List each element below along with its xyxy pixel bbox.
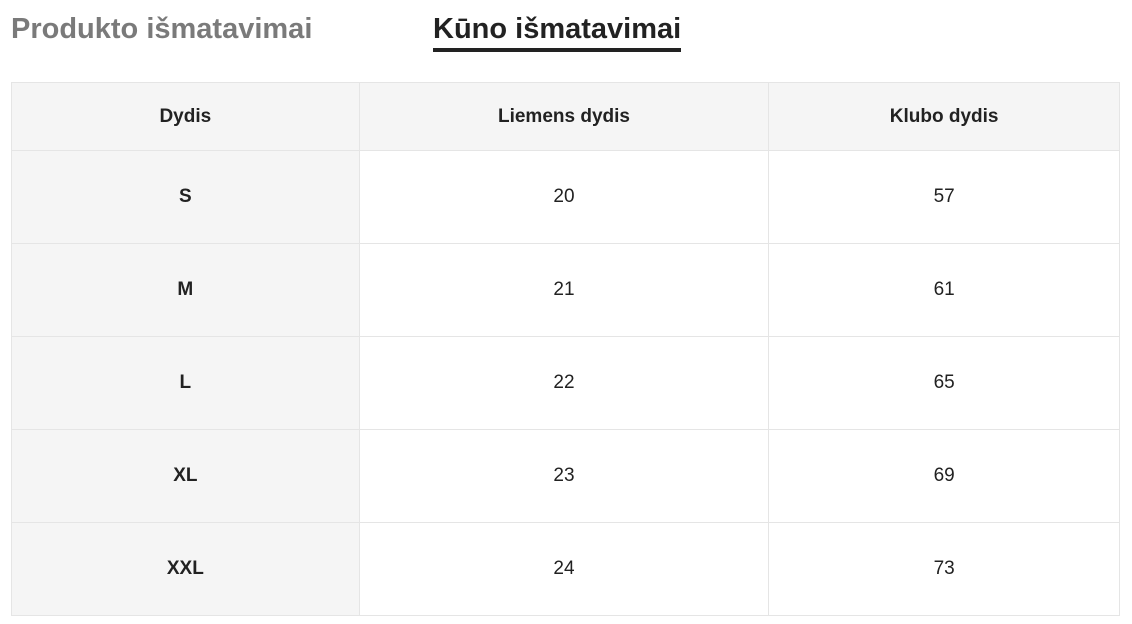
tab-label: Kūno išmatavimai [433, 13, 682, 45]
cell-size: XL [11, 429, 360, 523]
header-waist: Liemens dydis [358, 82, 770, 151]
cell-waist: 23 [358, 429, 770, 523]
size-table: Dydis Liemens dydis Klubo dydis S 20 57 M 21… [11, 82, 1120, 616]
cell-hip: 61 [768, 243, 1120, 337]
table-row: XL 23 69 [11, 429, 1120, 523]
cell-size: S [11, 150, 360, 244]
table-row: M 21 61 [11, 243, 1120, 337]
cell-waist: 20 [358, 150, 770, 244]
cell-size: L [11, 336, 360, 430]
cell-waist: 22 [358, 336, 770, 430]
table-header-row: Dydis Liemens dydis Klubo dydis [11, 82, 1120, 151]
table-row: S 20 57 [11, 150, 1120, 244]
cell-hip: 69 [768, 429, 1120, 523]
cell-hip: 65 [768, 336, 1120, 430]
cell-size: XXL [11, 522, 360, 616]
cell-waist: 21 [358, 243, 770, 337]
cell-hip: 57 [768, 150, 1120, 244]
table-row: XXL 24 73 [11, 522, 1120, 616]
table-row: L 22 65 [11, 336, 1120, 430]
tab-product-measurements[interactable]: Produkto išmatavimai [11, 13, 313, 45]
header-hip: Klubo dydis [768, 82, 1120, 151]
cell-hip: 73 [768, 522, 1120, 616]
header-size: Dydis [11, 82, 360, 151]
cell-waist: 24 [358, 522, 770, 616]
cell-size: M [11, 243, 360, 337]
active-tab-underline [433, 48, 682, 52]
tab-body-measurements[interactable]: Kūno išmatavimai [433, 11, 682, 52]
